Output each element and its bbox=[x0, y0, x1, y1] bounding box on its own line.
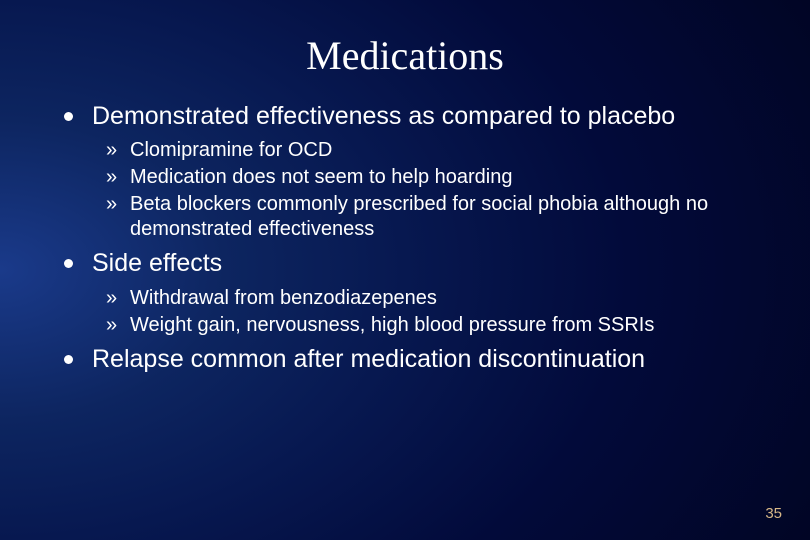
bullet-text: Side effects bbox=[92, 249, 222, 277]
sub-bullet-item: Withdrawal from benzodiazepenes bbox=[92, 286, 760, 311]
slide-title: Medications bbox=[50, 32, 760, 79]
bullet-text: Relapse common after medication disconti… bbox=[92, 345, 645, 373]
slide: Medications Demonstrated effectiveness a… bbox=[0, 0, 810, 540]
sub-bullet-item: Medication does not seem to help hoardin… bbox=[92, 165, 760, 190]
sub-bullet-item: Beta blockers commonly prescribed for so… bbox=[92, 192, 760, 242]
bullet-list: Demonstrated effectiveness as compared t… bbox=[50, 101, 760, 375]
sub-bullet-item: Weight gain, nervousness, high blood pre… bbox=[92, 313, 760, 338]
bullet-item: Side effects Withdrawal from benzodiazep… bbox=[50, 248, 760, 337]
bullet-item: Demonstrated effectiveness as compared t… bbox=[50, 101, 760, 242]
page-number: 35 bbox=[765, 505, 782, 522]
bullet-text: Demonstrated effectiveness as compared t… bbox=[92, 102, 675, 130]
sub-bullet-list: Clomipramine for OCD Medication does not… bbox=[92, 138, 760, 242]
bullet-item: Relapse common after medication disconti… bbox=[50, 344, 760, 375]
sub-bullet-list: Withdrawal from benzodiazepenes Weight g… bbox=[92, 286, 760, 338]
sub-bullet-item: Clomipramine for OCD bbox=[92, 138, 760, 163]
